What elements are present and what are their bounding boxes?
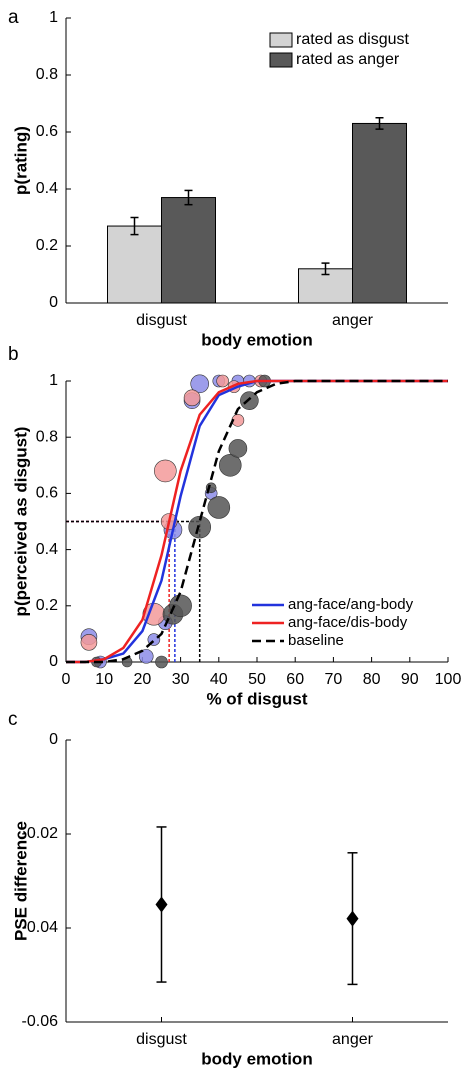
x-tick-label: anger: [332, 312, 374, 329]
curve: [66, 379, 448, 664]
y-tick-label: 0: [49, 294, 58, 311]
data-point: [183, 389, 201, 407]
legend-label: rated as anger: [296, 51, 400, 68]
data-point: [155, 896, 168, 913]
x-tick-label: 80: [363, 671, 381, 688]
y-tick-label: -0.06: [22, 1013, 59, 1030]
data-point: [216, 374, 229, 388]
legend-label: rated as disgust: [296, 31, 410, 48]
x-tick-label: 10: [95, 671, 113, 688]
y-tick-label: 0: [49, 731, 58, 748]
data-point: [138, 649, 154, 664]
y-tick-label: 0.4: [36, 541, 58, 558]
y-tick-label: -0.04: [22, 919, 59, 936]
legend-swatch: [269, 52, 293, 68]
x-tick-label: 0: [62, 671, 71, 688]
y-tick-label: 0.8: [36, 428, 58, 445]
y-tick-label: 0.2: [36, 597, 58, 614]
bar: [107, 225, 162, 304]
x-tick-label: 70: [325, 671, 343, 688]
y-tick-label: 0.8: [36, 66, 58, 83]
data-point: [346, 910, 359, 927]
y-tick-label: -0.02: [22, 825, 59, 842]
y-tick-label: 0.6: [36, 485, 58, 502]
x-tick-label: 30: [172, 671, 190, 688]
x-axis-label: % of disgust: [206, 689, 307, 708]
x-tick-label: 90: [401, 671, 419, 688]
x-tick-label: 20: [134, 671, 152, 688]
x-tick-label: 50: [248, 671, 266, 688]
data-point: [154, 459, 177, 483]
legend-label: ang-face/ang-body: [288, 596, 414, 613]
data-point: [169, 594, 192, 618]
x-tick-label: 40: [210, 671, 228, 688]
x-tick-label: anger: [332, 1031, 374, 1048]
data-point: [228, 439, 248, 458]
y-axis-label: p(rating): [11, 126, 30, 195]
data-point: [240, 391, 259, 410]
data-point: [190, 374, 209, 394]
data-point: [155, 655, 168, 669]
x-axis-label: body emotion: [201, 1049, 312, 1068]
y-tick-label: 0: [49, 653, 58, 670]
y-axis-label: PSE difference: [11, 821, 30, 941]
data-point: [80, 634, 98, 651]
data-point: [218, 453, 242, 477]
y-tick-label: 0.2: [36, 237, 58, 254]
x-tick-label: disgust: [136, 1031, 187, 1048]
y-tick-label: 0.6: [36, 123, 58, 140]
legend-label: baseline: [288, 632, 344, 649]
panel-label: c: [8, 709, 18, 730]
panel-label: b: [8, 344, 19, 365]
data-point: [207, 496, 231, 519]
y-axis-label: p(perceived as disgust): [11, 427, 30, 617]
bar: [161, 197, 216, 304]
y-tick-label: 1: [49, 9, 58, 26]
legend-swatch: [269, 32, 293, 48]
x-tick-label: 60: [286, 671, 304, 688]
x-axis-label: body emotion: [201, 330, 312, 349]
x-tick-label: disgust: [136, 312, 187, 329]
y-tick-label: 1: [49, 372, 58, 389]
y-tick-label: 0.4: [36, 180, 58, 197]
panel-label: a: [8, 7, 19, 28]
legend-label: ang-face/dis-body: [288, 614, 408, 631]
x-tick-label: 100: [435, 671, 462, 688]
data-point: [188, 515, 211, 539]
bar: [352, 122, 407, 304]
